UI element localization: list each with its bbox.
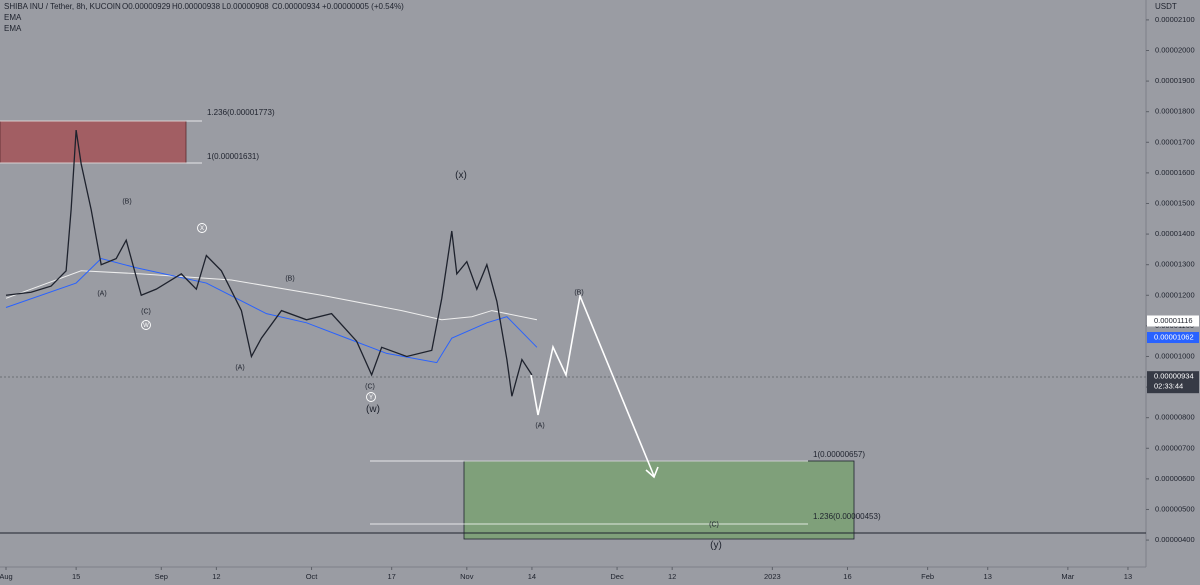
low: L0.00000908 <box>222 2 269 11</box>
symbol: SHIBA INU / Tether, 8h, KUCOIN <box>4 2 121 11</box>
x-tick-label: 17 <box>388 572 396 581</box>
x-tick-label: Oct <box>306 572 319 581</box>
fib-label: 1.236(0.00001773) <box>207 108 275 117</box>
x-tick-label: Sep <box>155 572 168 581</box>
y-tick-label: 0.00001500 <box>1155 198 1195 207</box>
price-badge <box>1147 371 1199 394</box>
y-tick-label: 0.00001600 <box>1155 168 1195 177</box>
currency: USDT <box>1155 2 1177 11</box>
wave-label: (A) <box>97 290 106 297</box>
wave-label: X <box>200 226 204 232</box>
x-tick-label: 2023 <box>764 572 781 581</box>
target-zone <box>463 460 855 540</box>
price-badge-label: 0.00000934 <box>1154 372 1194 381</box>
legend-entry: EMA <box>4 13 22 22</box>
y-tick-label: 0.00000700 <box>1155 443 1195 452</box>
y-tick-label: 0.00000600 <box>1155 474 1195 483</box>
close: C0.00000934 <box>272 2 321 11</box>
fib-label: 1.236(0.00000453) <box>813 512 881 521</box>
wave-label: Y <box>369 395 373 401</box>
wave-label: (C) <box>365 383 375 390</box>
wave-label: (C) <box>141 308 151 315</box>
x-tick-label: 12 <box>668 572 676 581</box>
wave-label: (x) <box>455 170 467 181</box>
y-tick-label: 0.00001300 <box>1155 260 1195 269</box>
x-tick-label: Nov <box>460 572 474 581</box>
y-tick-label: 0.00001400 <box>1155 229 1195 238</box>
x-tick-label: Feb <box>921 572 934 581</box>
y-tick-label: 0.00000500 <box>1155 504 1195 513</box>
y-tick-label: 0.00002100 <box>1155 15 1195 24</box>
wave-label: (C) <box>709 521 719 528</box>
y-tick-label: 0.00001200 <box>1155 290 1195 299</box>
wave-label: (B) <box>285 275 294 282</box>
countdown: 02:33:44 <box>1154 382 1183 391</box>
projection-arrowhead <box>645 466 659 479</box>
price-badge <box>1147 332 1199 344</box>
wave-label: (w) <box>366 404 380 415</box>
y-tick-label: 0.00001000 <box>1155 351 1195 360</box>
x-tick-label: Mar <box>1061 572 1074 581</box>
y-tick-label: 0.00001800 <box>1155 107 1195 116</box>
fib-label: 1(0.00000657) <box>813 450 865 459</box>
wave-label: (A) <box>535 422 544 429</box>
high: H0.00000938 <box>172 2 221 11</box>
wave-label: W <box>143 323 149 329</box>
y-tick-label: 0.00002000 <box>1155 45 1195 54</box>
wave-label: (B) <box>574 289 583 296</box>
price-badge-label: 0.00001116 <box>1154 316 1193 325</box>
series-line <box>5 129 533 397</box>
x-tick-label: 14 <box>528 572 536 581</box>
x-tick-label: 12 <box>212 572 220 581</box>
wave-label: (B) <box>122 198 131 205</box>
legend-entry: EMA <box>4 24 22 33</box>
wave-circle <box>366 392 376 402</box>
fib-label: 1(0.00001631) <box>207 152 259 161</box>
wave-label: (A) <box>235 364 244 371</box>
wave-circle <box>141 320 151 330</box>
x-tick-label: Dec <box>610 572 624 581</box>
price-badge <box>1147 315 1199 327</box>
series-line <box>5 258 538 364</box>
wave-circle <box>197 223 207 233</box>
change: +0.00000005 (+0.54%) <box>322 2 404 11</box>
sell-zone <box>0 120 187 164</box>
x-tick-label: 13 <box>1124 572 1132 581</box>
x-tick-label: 15 <box>72 572 80 581</box>
price-badge-label: 0.00001062 <box>1154 332 1194 341</box>
y-tick-label: 0.00000800 <box>1155 413 1195 422</box>
x-tick-label: 16 <box>843 572 851 581</box>
x-tick-label: 13 <box>984 572 992 581</box>
y-tick-label: 0.00000400 <box>1155 535 1195 544</box>
open: O0.00000929 <box>122 2 171 11</box>
y-tick-label: 0.00001900 <box>1155 76 1195 85</box>
projection-path <box>530 293 655 477</box>
y-tick-label: 0.00001700 <box>1155 137 1195 146</box>
series-line <box>5 270 538 321</box>
x-tick-label: Aug <box>0 572 13 581</box>
wave-label: (y) <box>710 540 722 551</box>
